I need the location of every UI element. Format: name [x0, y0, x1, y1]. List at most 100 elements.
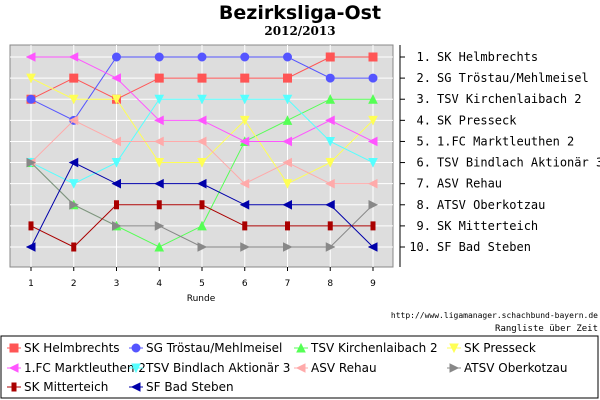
data-point: [197, 94, 207, 105]
chart-title: Bezirksliga-Ost: [219, 2, 381, 24]
x-tick-label: 7: [285, 279, 291, 289]
rank-number: 2.: [417, 71, 431, 85]
data-point: [131, 343, 141, 353]
x-tick-label: 3: [114, 279, 120, 289]
data-point: [197, 52, 207, 62]
data-point: [282, 179, 293, 189]
data-point: [199, 200, 205, 210]
rank-team: SF Bad Steben: [437, 240, 531, 254]
series: [25, 157, 378, 252]
data-point: [325, 242, 336, 252]
legend-item: SG Tröstau/Mehlmeisel: [129, 341, 282, 355]
x-tick-label: 9: [370, 279, 376, 289]
data-point: [239, 94, 250, 105]
rank-number: 5.: [417, 134, 431, 148]
data-point: [111, 178, 121, 189]
legend: SK Helmbrechts SG Tröstau/Mehlmeisel TSV K…: [7, 341, 567, 394]
data-point: [282, 94, 293, 105]
data-point: [8, 363, 19, 373]
legend-label: ATSV Oberkotzau: [464, 361, 567, 375]
rank-team: ASV Rehau: [437, 177, 502, 191]
data-point: [240, 52, 250, 62]
data-point: [112, 221, 122, 231]
rank-number: 8.: [417, 198, 431, 212]
legend-item: SK Mitterteich: [7, 380, 108, 394]
data-point: [368, 115, 378, 126]
data-point: [154, 73, 164, 83]
data-point: [325, 94, 336, 104]
legend-item: 1.FC Marktleuthen 2: [7, 361, 146, 375]
data-point: [296, 342, 306, 353]
rank-team: SK Presseck: [437, 113, 517, 127]
legend-label: SK Mitterteich: [24, 380, 108, 394]
data-point: [11, 382, 17, 392]
rank-number: 10.: [409, 240, 431, 254]
data-point: [154, 221, 165, 231]
rank-team: SK Mitterteich: [437, 219, 538, 233]
data-point: [282, 157, 292, 168]
rank-team: 1.FC Marktleuthen 2: [437, 134, 574, 148]
data-point: [25, 52, 36, 62]
x-tick-label: 8: [327, 279, 333, 289]
legend-item: SK Helmbrechts: [7, 341, 120, 355]
data-point: [282, 115, 293, 125]
series-lines: [25, 52, 379, 252]
legend-item: TSV Bindlach Aktionär 3: [129, 361, 290, 375]
legend-item: SF Bad Steben: [129, 380, 234, 394]
data-point: [327, 221, 333, 231]
data-point: [154, 136, 164, 147]
data-point: [240, 73, 250, 83]
legend-item: ATSV Oberkotzau: [447, 361, 567, 375]
data-point: [282, 199, 292, 210]
rank-number: 3.: [417, 92, 431, 106]
data-point: [69, 199, 79, 210]
rank-number: 9.: [417, 219, 431, 233]
data-point: [368, 199, 379, 210]
data-point: [154, 241, 165, 252]
data-point: [196, 115, 207, 126]
x-tick-label: 4: [156, 279, 162, 289]
data-point: [449, 343, 459, 354]
data-point: [28, 221, 34, 231]
data-point: [130, 382, 141, 392]
data-point: [325, 158, 336, 168]
data-point: [368, 73, 378, 83]
data-point: [197, 158, 207, 168]
data-point: [154, 94, 165, 105]
x-tick-label: 5: [199, 279, 205, 289]
legend-item: TSV Kirchenlaibach 2: [294, 341, 438, 355]
data-point: [325, 199, 335, 210]
rank-team: SG Tröstau/Mehlmeisel: [437, 71, 589, 85]
data-point: [114, 200, 119, 210]
data-point: [111, 158, 122, 168]
data-point: [111, 136, 121, 147]
data-point: [240, 242, 250, 252]
data-point: [68, 179, 79, 189]
rank-number: 7.: [417, 177, 431, 191]
data-point: [449, 363, 460, 373]
data-point: [283, 242, 293, 252]
legend-label: TSV Bindlach Aktionär 3: [145, 361, 290, 375]
data-point: [367, 242, 378, 252]
data-point: [111, 73, 121, 83]
data-point: [68, 157, 79, 168]
x-axis-label: Runde: [187, 294, 216, 304]
data-point: [325, 73, 335, 83]
data-point: [239, 178, 250, 189]
data-point: [197, 220, 207, 231]
legend-label: SF Bad Steben: [146, 380, 234, 394]
data-point: [367, 136, 378, 147]
data-point: [370, 221, 376, 231]
series: [28, 200, 376, 252]
data-point: [325, 136, 336, 147]
data-point: [239, 115, 250, 126]
data-point: [196, 178, 207, 189]
rank-team: TSV Kirchenlaibach 2: [437, 92, 582, 106]
data-point: [295, 363, 306, 373]
rank-number: 1.: [417, 50, 431, 64]
data-point: [325, 52, 335, 62]
legend-item: SK Presseck: [447, 341, 536, 355]
data-point: [154, 158, 165, 168]
data-point: [154, 52, 164, 62]
